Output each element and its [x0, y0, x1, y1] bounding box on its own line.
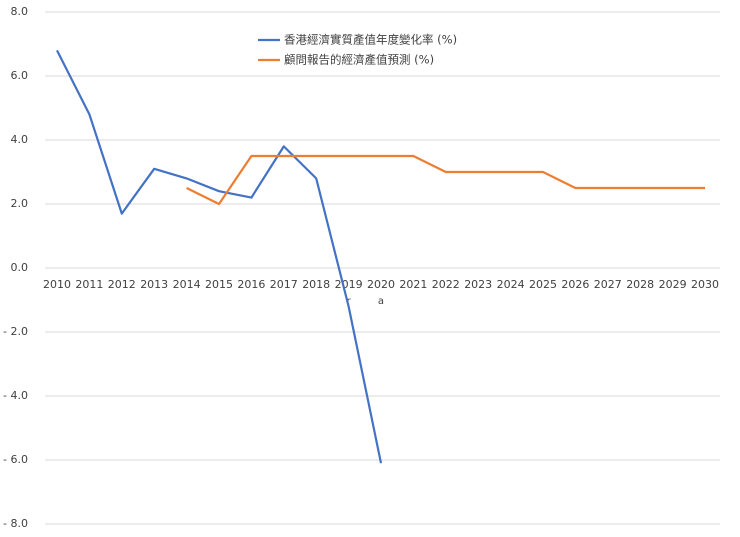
x-tick-label: 2023: [464, 278, 492, 291]
x-tick-label: 2024: [497, 278, 525, 291]
x-tick-label: 2020: [367, 278, 395, 291]
y-tick-label: 4.0: [11, 133, 29, 146]
x-tick-label: 2027: [594, 278, 622, 291]
x-tick-label: 2026: [561, 278, 589, 291]
y-tick-label: 8.0: [11, 5, 29, 18]
x-tick-note: r: [347, 296, 352, 307]
legend-label: 香港經濟實質產值年度變化率 (%): [284, 33, 457, 47]
x-tick-label: 2017: [270, 278, 298, 291]
x-tick-label: 2029: [659, 278, 687, 291]
legend-label: 顧問報告的經濟產值預測 (%): [284, 53, 434, 67]
y-tick-label: 6.0: [11, 69, 29, 82]
y-tick-label: - 6.0: [3, 453, 28, 466]
x-tick-label: 2011: [75, 278, 103, 291]
x-tick-label: 2021: [399, 278, 427, 291]
x-tick-label: 2013: [140, 278, 168, 291]
x-tick-label: 2010: [43, 278, 71, 291]
x-tick-label: 2014: [173, 278, 201, 291]
y-tick-label: - 2.0: [3, 325, 28, 338]
x-tick-label: 2018: [302, 278, 330, 291]
x-tick-note: a: [378, 296, 384, 307]
y-tick-label: - 8.0: [3, 517, 28, 530]
y-tick-label: 2.0: [11, 197, 29, 210]
x-tick-label: 2022: [432, 278, 460, 291]
x-tick-label: 2015: [205, 278, 233, 291]
x-tick-label: 2025: [529, 278, 557, 291]
x-tick-label: 2019: [335, 278, 363, 291]
y-tick-label: 0.0: [11, 261, 29, 274]
series-line: [186, 154, 705, 206]
series-line: [56, 49, 383, 464]
x-tick-label: 2028: [626, 278, 654, 291]
x-tick-label: 2030: [691, 278, 719, 291]
x-tick-label: 2016: [237, 278, 265, 291]
x-tick-label: 2012: [108, 278, 136, 291]
y-tick-label: - 4.0: [3, 389, 28, 402]
